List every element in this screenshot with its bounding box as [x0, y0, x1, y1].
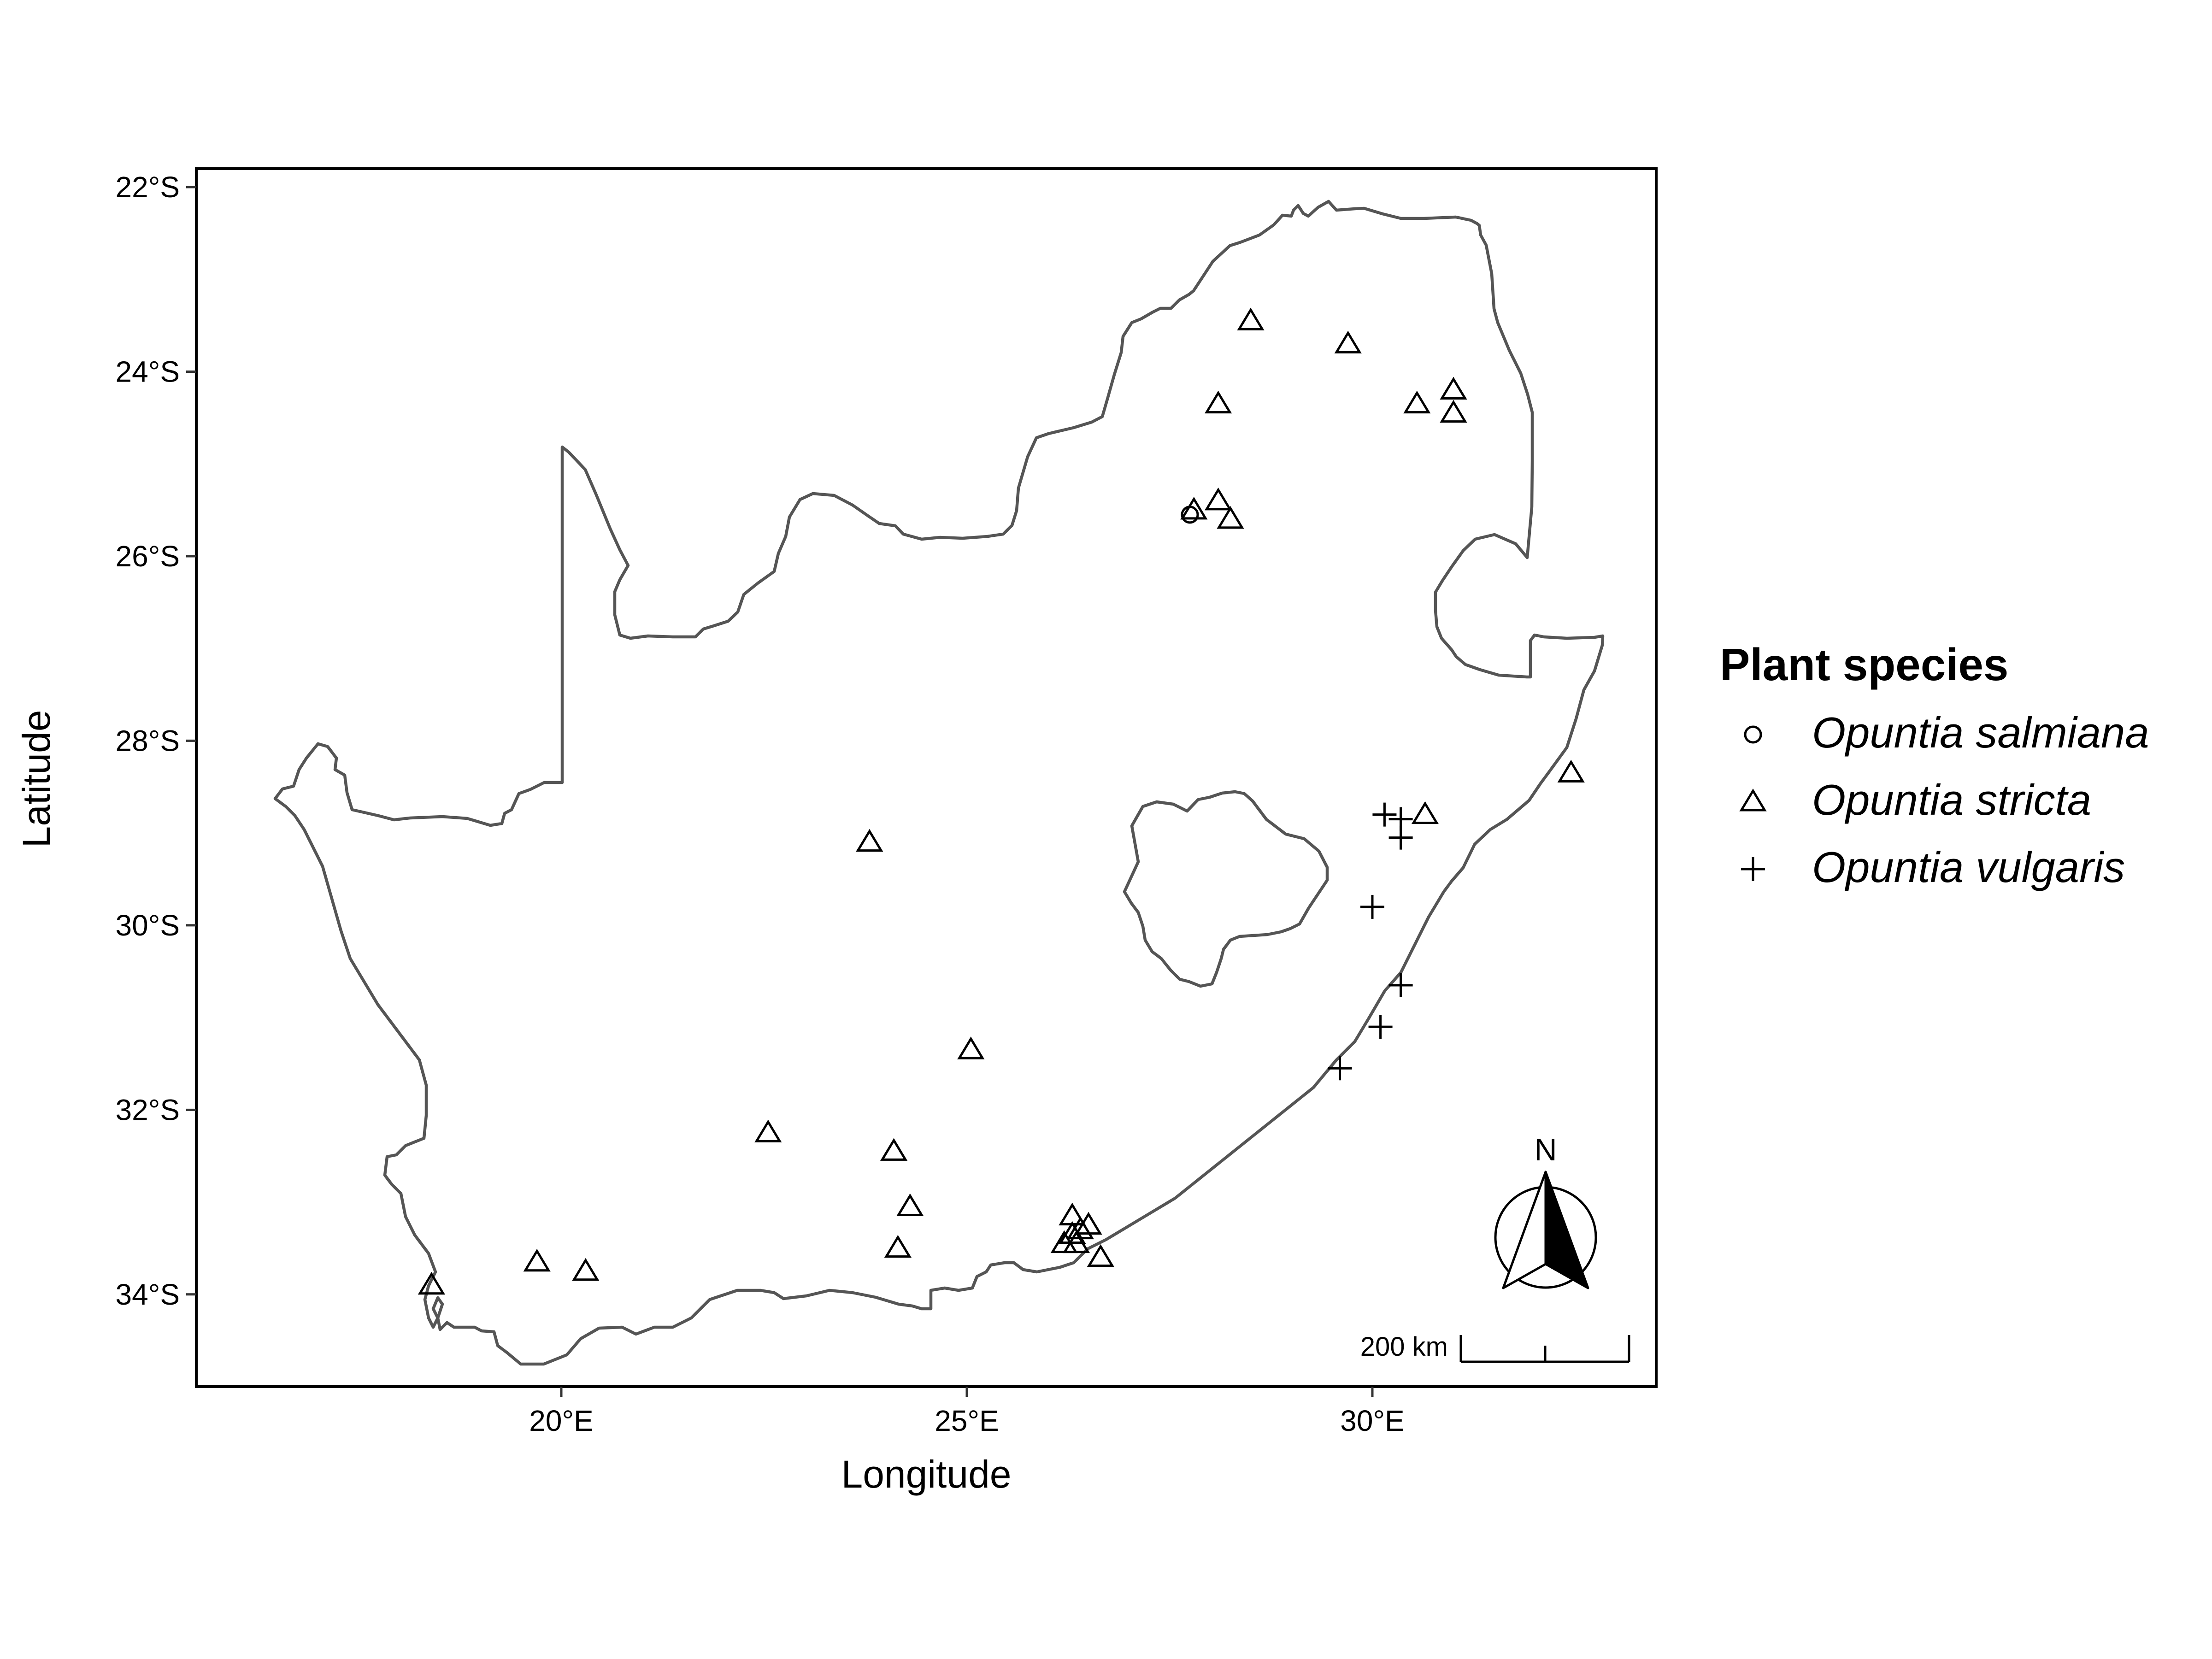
triangle-point [418, 1271, 446, 1295]
triangle-point [1217, 506, 1244, 529]
x-tick-label: 20°E [529, 1404, 593, 1437]
triangle-point [1204, 390, 1232, 414]
triangle-point [1334, 330, 1362, 353]
scale-bar: 200 km [1360, 1332, 1630, 1363]
triangle-point [1411, 801, 1439, 824]
y-axis: 22°S 24°S 26°S 28°S 30°S 32°S 34°S [116, 171, 196, 1311]
triangle-point [1557, 759, 1585, 782]
plus-point [1328, 1056, 1352, 1081]
legend-item: Opuntia stricta [1739, 776, 2091, 824]
triangle-point [1087, 1244, 1115, 1267]
triangle-point [957, 1036, 985, 1059]
panel-frame [195, 167, 1658, 1388]
triangle-point [1204, 487, 1232, 511]
x-axis: 20°E 25°E 30°E [529, 1387, 1405, 1437]
y-axis-title: Latitude [15, 710, 58, 848]
x-tick-label: 25°E [935, 1404, 999, 1437]
plus-point [1388, 973, 1413, 998]
triangle-point [572, 1258, 600, 1281]
plus-point [1360, 894, 1384, 919]
triangle-point [523, 1248, 551, 1272]
triangle-point [1403, 390, 1431, 414]
occurrence-points [418, 307, 1585, 1295]
x-axis-title: Longitude [841, 1453, 1011, 1496]
legend-key-plus [1741, 857, 1765, 881]
plus-point [1372, 802, 1397, 827]
plus-point [1368, 1015, 1393, 1039]
triangle-point [1180, 496, 1208, 520]
legend-key-triangle [1739, 788, 1767, 812]
triangle-point [1062, 1230, 1090, 1253]
y-tick-label: 22°S [116, 171, 180, 204]
legend-label: Opuntia salmiana [1812, 708, 2149, 757]
plus-point [1388, 825, 1413, 850]
y-tick-label: 30°S [116, 909, 180, 942]
country-outline [273, 200, 1605, 1366]
scale-bar-label: 200 km [1360, 1332, 1448, 1362]
triangle-point [1059, 1221, 1086, 1244]
map-panel [195, 167, 1658, 1388]
triangle-point [856, 829, 883, 852]
y-tick-label: 28°S [116, 724, 180, 757]
x-tick-label: 30°E [1340, 1404, 1404, 1437]
y-tick-label: 34°S [116, 1278, 180, 1311]
triangle-point [896, 1193, 924, 1217]
triangle-point [1440, 377, 1467, 400]
legend-title: Plant species [1720, 639, 2008, 690]
triangle-point [1237, 307, 1265, 330]
triangle-point [754, 1119, 782, 1142]
north-arrow-right-half [1544, 1171, 1589, 1289]
legend-label: Opuntia stricta [1812, 776, 2091, 824]
triangle-point [884, 1235, 912, 1258]
triangle-point [880, 1138, 908, 1161]
y-tick-label: 32°S [116, 1093, 180, 1126]
legend: Plant species Opuntia salmiana Opuntia st… [1720, 639, 2149, 891]
legend-item: Opuntia salmiana [1744, 708, 2149, 757]
y-tick-label: 24°S [116, 355, 180, 388]
north-arrow-label: N [1534, 1132, 1557, 1167]
legend-item: Opuntia vulgaris [1741, 843, 2125, 891]
legend-key-circle [1744, 725, 1762, 744]
y-tick-label: 26°S [116, 540, 180, 573]
legend-label: Opuntia vulgaris [1812, 843, 2125, 891]
north-arrow: N [1494, 1132, 1597, 1289]
triangle-point [1440, 400, 1467, 423]
